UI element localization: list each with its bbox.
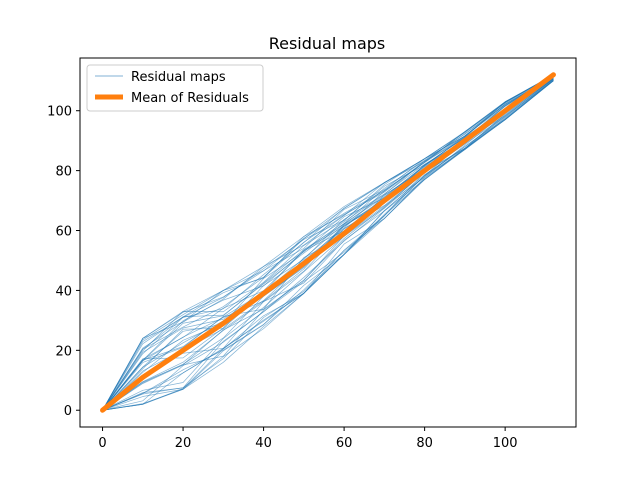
residual-map-line [102, 75, 554, 411]
legend-box [86, 64, 264, 112]
residual-map-line [102, 75, 554, 411]
x-tick-label: 60 [336, 436, 353, 451]
legend: Residual maps Mean of Residuals [86, 64, 264, 112]
legend-label-mean-of-residuals: Mean of Residuals [131, 91, 249, 106]
residual-map-line [102, 74, 554, 411]
y-tick-label: 20 [55, 344, 72, 359]
x-tick-label: 0 [98, 436, 106, 451]
y-tick-label: 60 [55, 225, 72, 240]
residual-map-line [102, 80, 554, 411]
mean-of-residuals-line [100, 72, 556, 413]
chart-title: Residual maps [269, 34, 386, 53]
residual-map-line [102, 78, 554, 411]
residual-map-line [102, 74, 554, 411]
y-tick-label: 80 [55, 165, 72, 180]
residual-map-line [102, 79, 554, 411]
x-tick-label: 40 [255, 436, 272, 451]
y-tick-label: 0 [64, 404, 72, 419]
residual-map-line [102, 80, 554, 411]
y-tick-label: 40 [55, 284, 72, 299]
plot-lines [100, 72, 556, 413]
axes-frame [79, 57, 577, 428]
residual-map-line [102, 74, 554, 411]
x-tick-label: 100 [493, 436, 518, 451]
x-tick-label: 80 [416, 436, 433, 451]
legend-label-residual-maps: Residual maps [131, 70, 226, 85]
residual-map-line [102, 78, 554, 411]
y-tick-label: 100 [47, 105, 72, 120]
axis-ticks: 0 20 40 60 80 100 0 20 40 60 80 100 [47, 105, 517, 451]
x-tick-label: 20 [175, 436, 192, 451]
